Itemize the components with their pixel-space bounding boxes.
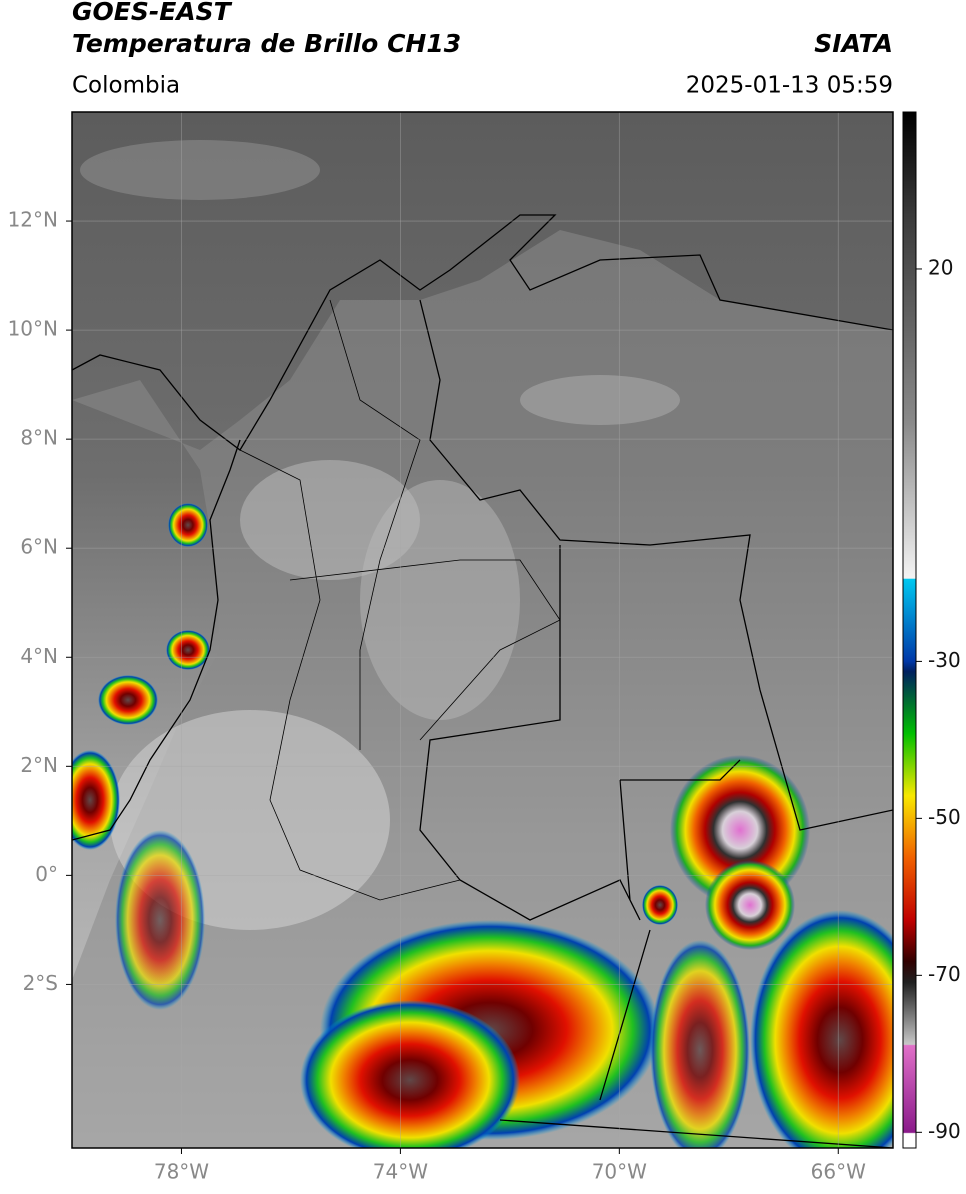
x-tick-label: 78°W (154, 1160, 209, 1184)
satellite: GOES-EAST (72, 0, 233, 26)
y-tick-label: 6°N (20, 535, 58, 559)
y-tick-label: 4°N (20, 644, 58, 668)
x-tick-label: 74°W (373, 1160, 428, 1184)
x-tick-label: 66°W (811, 1160, 866, 1184)
timestamp: 2025-01-13 05:59 (686, 73, 893, 99)
product: Temperatura de Brillo CH13 (72, 29, 461, 58)
x-tick-label: 70°W (592, 1160, 647, 1184)
y-tick-label: 0° (35, 862, 58, 886)
source: SIATA (814, 29, 893, 58)
colorbar-tick-label: -90 (928, 1119, 961, 1143)
map-frame (71, 111, 894, 1149)
colorbar-tick-label: -30 (928, 648, 961, 672)
y-tick-label: 10°N (8, 317, 58, 341)
colorbar-tick-label: 20 (928, 255, 953, 279)
colorbar-tick-label: -70 (928, 962, 961, 986)
colorbar (902, 111, 917, 1149)
map-image (72, 112, 893, 1148)
y-tick-label: 8°N (20, 426, 58, 450)
y-tick-label: 12°N (8, 208, 58, 232)
region: Colombia (72, 73, 180, 99)
grid (72, 112, 893, 1148)
y-tick-label: 2°S (23, 971, 58, 995)
colorbar-tick-label: -50 (928, 805, 961, 829)
y-tick-label: 2°N (20, 753, 58, 777)
